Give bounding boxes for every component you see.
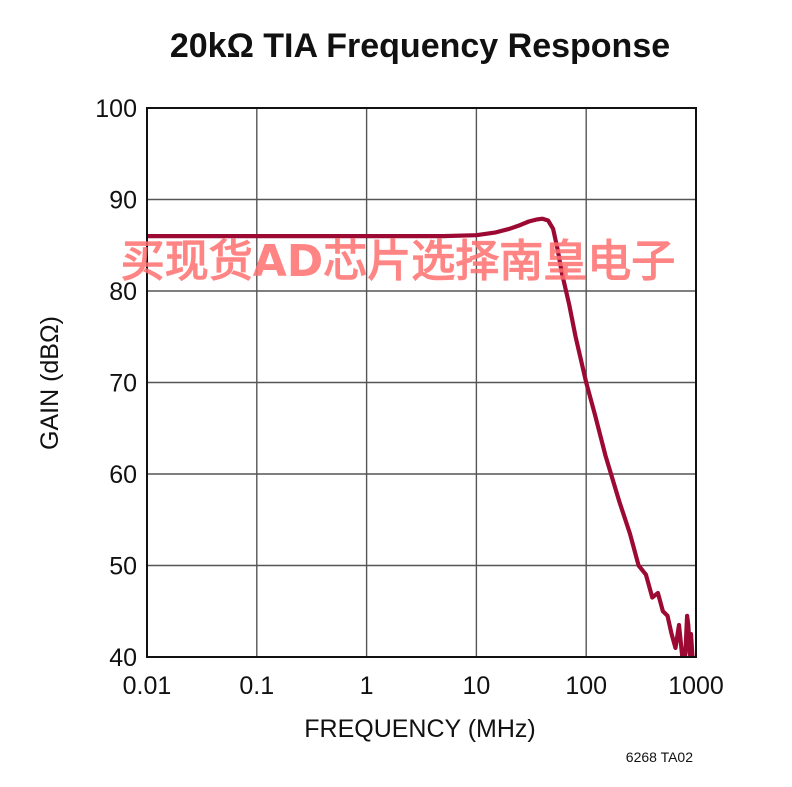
x-tick-label: 100	[565, 672, 607, 700]
y-tick-label: 60	[109, 461, 137, 489]
series-line-0	[147, 216, 695, 657]
x-axis-label: FREQUENCY (MHz)	[304, 715, 535, 743]
plot-frame	[146, 107, 697, 658]
y-tick-label: 90	[109, 187, 137, 215]
x-tick-label: 0.1	[239, 672, 274, 700]
y-tick-labels: 40 50 60 70 80 90 100	[95, 95, 137, 672]
x-tick-label: 0.01	[123, 672, 172, 700]
y-tick-label: 50	[109, 553, 137, 581]
x-tick-labels: 0.01 0.1 1 10 100 1000	[123, 672, 724, 700]
y-tick-label: 40	[109, 644, 137, 672]
x-tick-label: 10	[462, 672, 490, 700]
watermark: 买现货AD芯片选择南皇电子	[121, 236, 676, 287]
grid	[146, 107, 697, 658]
x-tick-label: 1	[360, 672, 374, 700]
y-tick-label: 80	[109, 278, 137, 306]
y-tick-label: 70	[109, 370, 137, 398]
x-tick-label: 1000	[668, 672, 724, 700]
chart-title: 20kΩ TIA Frequency Response	[170, 27, 670, 65]
series-layer	[147, 216, 695, 657]
figure-code: 6268 TA02	[626, 749, 693, 765]
y-axis-label: GAIN (dBΩ)	[36, 316, 64, 450]
y-tick-label: 100	[95, 95, 137, 123]
